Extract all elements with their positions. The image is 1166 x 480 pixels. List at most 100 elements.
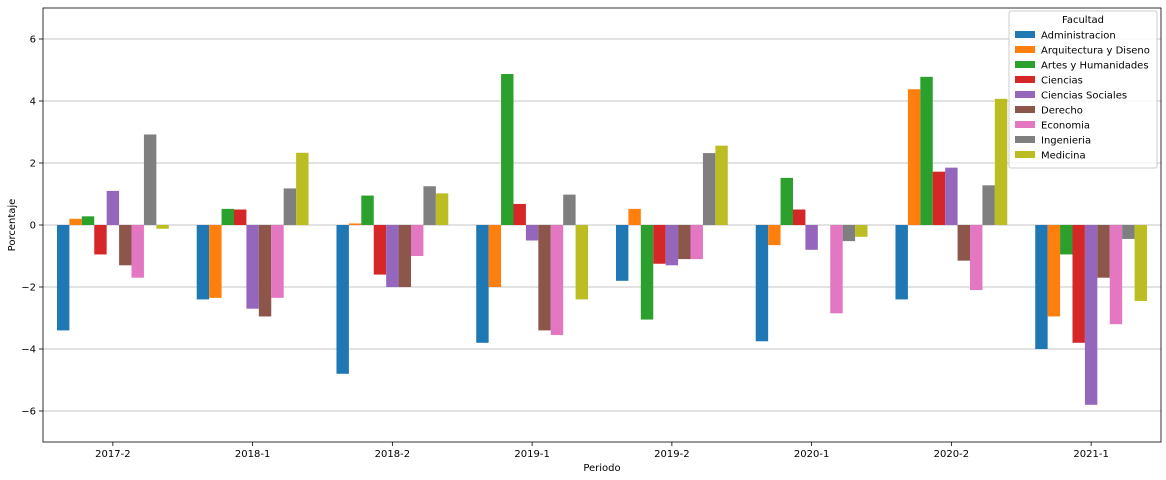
legend-swatch xyxy=(1015,31,1035,38)
bar xyxy=(755,225,769,342)
bar xyxy=(258,225,272,317)
legend-items: Administracion Arquitectura y Diseno Artes… xyxy=(1015,31,1150,162)
bar xyxy=(1097,225,1110,278)
bar xyxy=(398,225,412,287)
bar xyxy=(702,153,716,225)
legend-entry: Medicina xyxy=(1041,151,1086,162)
x-tick-label: 2018-1 xyxy=(235,449,270,460)
y-tick-label: −6 xyxy=(21,407,36,418)
bar xyxy=(233,209,247,225)
legend-swatch xyxy=(1015,61,1035,68)
x-tick-label: 2019-1 xyxy=(514,449,549,460)
bar xyxy=(538,225,551,331)
bar xyxy=(386,225,399,287)
legend-entry: Derecho xyxy=(1041,106,1083,117)
bar xyxy=(895,225,908,300)
legend-entry: Ciencias Sociales xyxy=(1041,91,1127,102)
bar xyxy=(715,145,728,225)
legend-swatch xyxy=(1015,151,1035,158)
bar xyxy=(423,186,436,225)
legend-box xyxy=(1008,10,1158,169)
bar xyxy=(119,225,132,266)
bar xyxy=(348,223,362,225)
bar xyxy=(361,195,374,225)
x-tick-label: 2017-2 xyxy=(95,449,130,460)
bar xyxy=(1035,225,1048,349)
bar xyxy=(575,225,589,300)
y-tick-label: 0 xyxy=(30,221,36,232)
bar xyxy=(94,225,107,255)
x-axis: 2017-2 2018-1 2018-2 2019-1 2019-2 2020-1 2020… xyxy=(95,442,1109,460)
bar xyxy=(982,185,995,225)
bar xyxy=(945,167,958,225)
bar xyxy=(488,225,502,287)
x-tick-label: 2018-2 xyxy=(375,449,410,460)
bar xyxy=(994,98,1008,225)
y-tick-label: 6 xyxy=(30,35,36,46)
bar xyxy=(932,171,946,225)
bar xyxy=(1122,225,1135,239)
bar xyxy=(805,225,818,250)
bar xyxy=(1134,225,1148,301)
bar xyxy=(209,225,222,298)
bar xyxy=(373,225,387,275)
bar xyxy=(628,208,641,225)
legend-entry: Ciencias xyxy=(1041,76,1083,87)
bar xyxy=(143,134,157,225)
legend-entry: Administracion xyxy=(1041,31,1116,42)
bar xyxy=(221,208,234,225)
legend-swatch xyxy=(1015,76,1035,83)
bar xyxy=(640,225,654,320)
y-tick-label: −4 xyxy=(21,345,36,356)
y-tick-label: −2 xyxy=(21,283,36,294)
bar xyxy=(81,216,95,225)
x-tick-label: 2021-1 xyxy=(1073,449,1108,460)
bar xyxy=(690,225,703,260)
bar xyxy=(246,225,259,309)
y-axis: −6 −4 −2 0 2 4 6 xyxy=(21,35,43,418)
bar xyxy=(1084,225,1098,405)
bar xyxy=(780,177,793,225)
bar xyxy=(296,152,309,225)
legend: Facultad Administracion Arquitectura y Di… xyxy=(1008,10,1158,169)
bar xyxy=(1072,225,1085,343)
y-tick-label: 4 xyxy=(30,97,36,108)
bar xyxy=(678,225,691,260)
bar xyxy=(525,225,539,241)
legend-swatch xyxy=(1015,121,1035,128)
bar xyxy=(842,225,856,242)
bar xyxy=(69,218,82,225)
bar xyxy=(1109,225,1123,325)
bar xyxy=(476,225,489,343)
bar xyxy=(1047,225,1061,317)
y-tick-label: 2 xyxy=(30,159,36,170)
bar xyxy=(920,76,933,225)
bar xyxy=(970,225,983,291)
legend-swatch xyxy=(1015,106,1035,113)
bar xyxy=(563,194,576,225)
legend-entry: Artes y Humanidades xyxy=(1041,61,1149,72)
x-tick-label: 2020-1 xyxy=(794,449,829,460)
bar xyxy=(907,89,921,225)
bar xyxy=(271,225,284,298)
bar xyxy=(156,225,169,229)
bar xyxy=(196,225,210,300)
legend-swatch xyxy=(1015,46,1035,53)
bar xyxy=(131,225,144,278)
y-axis-label: Porcentaje xyxy=(7,199,18,252)
bars-layer xyxy=(56,74,1148,405)
legend-entry: Economia xyxy=(1041,121,1090,132)
x-axis-label: Periodo xyxy=(583,463,620,474)
legend-entry: Arquitectura y Diseno xyxy=(1041,46,1150,57)
bar xyxy=(1060,225,1073,255)
legend-swatch xyxy=(1015,136,1035,143)
bar xyxy=(768,225,781,246)
bar xyxy=(957,225,971,261)
bar xyxy=(653,225,666,264)
bar xyxy=(56,225,70,331)
bar xyxy=(501,74,514,225)
bar xyxy=(283,188,297,225)
bar xyxy=(106,190,120,225)
bar xyxy=(336,225,349,374)
